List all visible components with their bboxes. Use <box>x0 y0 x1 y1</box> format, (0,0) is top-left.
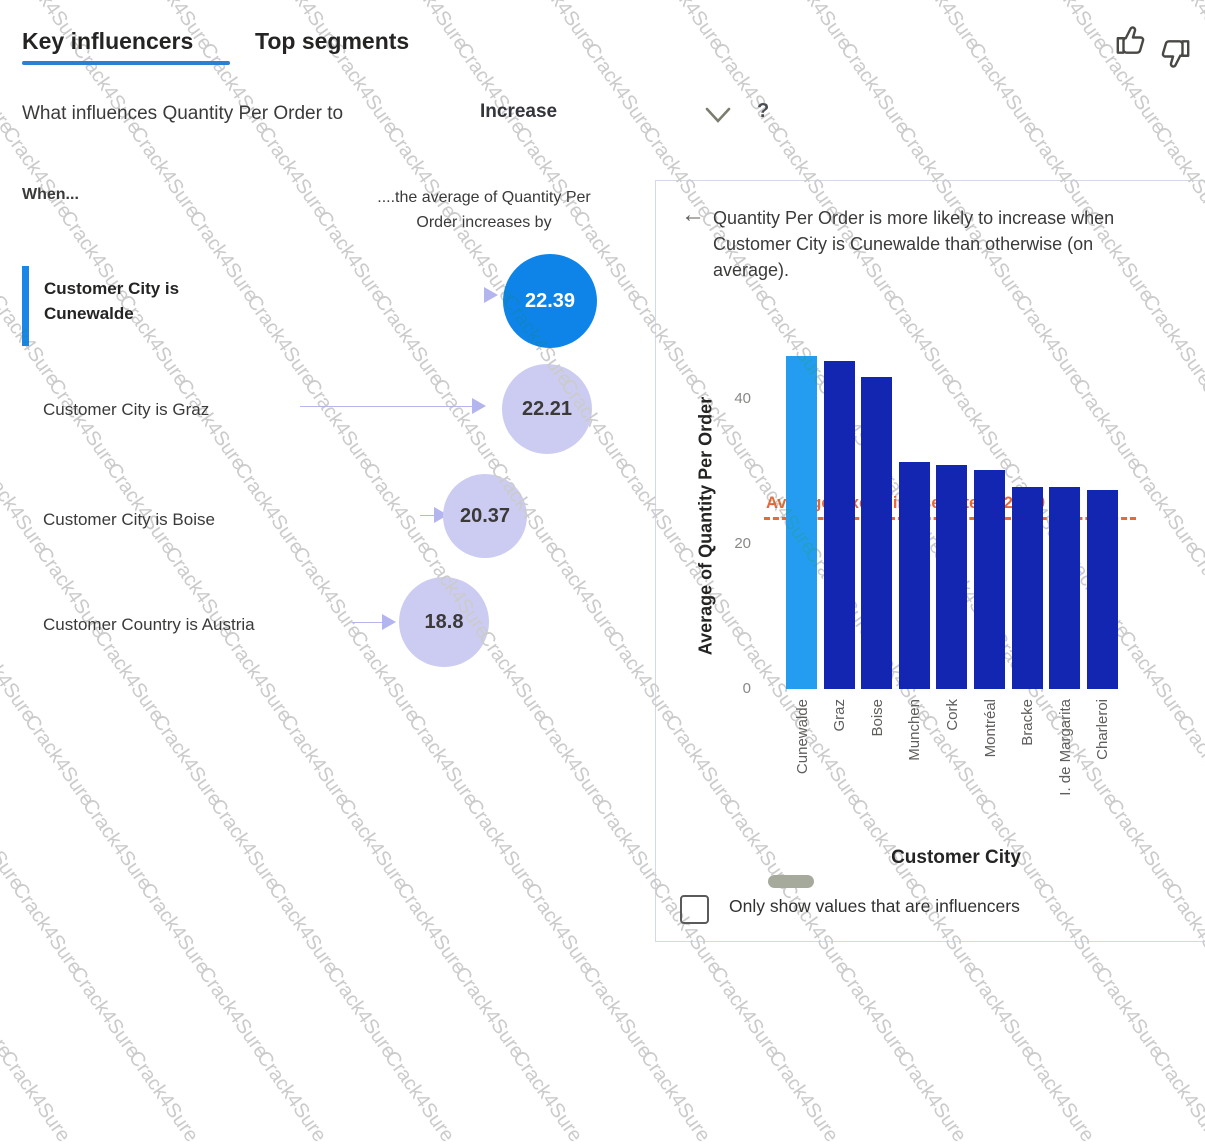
bar-Bracke[interactable] <box>1012 487 1043 689</box>
x-tick-label: Cork <box>944 699 961 731</box>
y-axis-title: Average of Quantity Per Order <box>695 396 716 656</box>
connector-line <box>420 515 434 516</box>
y-tick-label: 20 <box>734 535 751 552</box>
y-tick-label: 40 <box>734 390 751 407</box>
thumbs-down-icon[interactable] <box>1156 34 1194 70</box>
back-arrow-icon[interactable]: ← <box>681 201 705 228</box>
influencer-label-austria[interactable]: Customer Country is Austria <box>43 615 255 634</box>
x-tick-label: Montréal <box>982 699 999 758</box>
bar-Boise[interactable] <box>861 377 892 689</box>
influencer-bubble-austria[interactable]: 18.8 <box>399 577 489 667</box>
influencer-bubble-cunewalde[interactable]: 22.39 <box>503 254 597 348</box>
connector-line <box>300 406 472 407</box>
bar-Cork[interactable] <box>936 465 967 689</box>
only-influencers-checkbox[interactable] <box>680 895 709 924</box>
bar-Graz[interactable] <box>824 361 855 689</box>
bar-Cunewalde[interactable] <box>786 356 817 689</box>
connector-line <box>352 622 382 623</box>
influencer-label-boise[interactable]: Customer City is Boise <box>43 510 215 529</box>
connector-arrow <box>484 287 498 303</box>
influencer-label-graz[interactable]: Customer City is Graz <box>43 400 210 419</box>
help-icon[interactable]: ? <box>757 100 770 122</box>
connector-arrow <box>472 398 486 414</box>
x-axis-title: Customer City <box>891 847 1021 868</box>
tab-top-segments[interactable]: Top segments <box>255 28 410 54</box>
question-text: What influences Quantity Per Order to <box>22 103 344 124</box>
y-tick-label: 0 <box>742 680 751 697</box>
detail-description: Quantity Per Order is more likely to inc… <box>713 208 1115 280</box>
x-tick-label: Cunewalde <box>794 699 811 775</box>
selected-influencer-marker <box>22 266 29 346</box>
bar-Munchen[interactable] <box>899 462 930 689</box>
bar-Montréal[interactable] <box>974 470 1005 689</box>
only-influencers-checkbox-label: Only show values that are influencers <box>729 896 1020 916</box>
connector-arrow <box>382 614 396 630</box>
influencer-bubble-boise[interactable]: 20.37 <box>443 474 527 558</box>
direction-dropdown-value[interactable]: Increase <box>480 101 558 122</box>
influencer-label-cunewalde[interactable]: Customer City is Cunewalde <box>44 279 180 323</box>
bar-Charleroi[interactable] <box>1087 490 1118 689</box>
x-tick-label: Charleroi <box>1094 699 1111 760</box>
x-tick-label: Bracke <box>1019 699 1036 746</box>
effect-column-header: ....the average of Quantity Per Order in… <box>377 189 591 231</box>
thumbs-up-icon[interactable] <box>1112 24 1150 60</box>
x-tick-label: Munchen <box>906 699 923 761</box>
bar-I. de Margarita[interactable] <box>1049 487 1080 689</box>
x-tick-label: Graz <box>831 699 848 732</box>
horizontal-scrollbar-thumb[interactable] <box>768 875 814 888</box>
detail-panel: ← Quantity Per Order is more likely to i… <box>655 180 1205 942</box>
influencer-bubble-graz[interactable]: 22.21 <box>502 364 592 454</box>
tab-key-influencers[interactable]: Key influencers <box>22 28 194 54</box>
direction-dropdown[interactable]: Increase <box>480 101 731 123</box>
x-tick-label: I. de Margarita <box>1057 699 1074 796</box>
active-tab-indicator <box>22 61 230 65</box>
chevron-down-icon[interactable] <box>703 104 733 126</box>
x-tick-label: Boise <box>869 699 886 737</box>
when-column-header: When... <box>22 186 79 203</box>
